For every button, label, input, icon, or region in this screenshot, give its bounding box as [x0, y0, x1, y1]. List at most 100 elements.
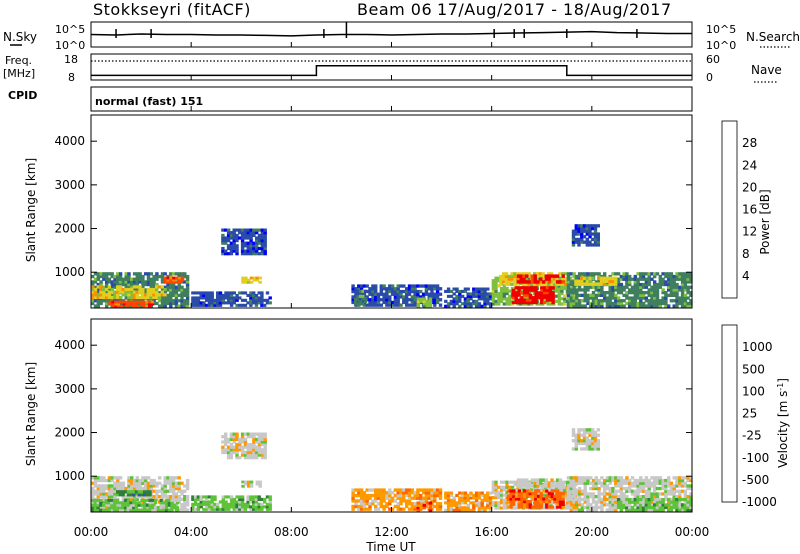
data-cell — [686, 274, 690, 279]
data-cell — [571, 294, 575, 298]
data-cell — [359, 491, 364, 495]
data-cell — [410, 287, 414, 291]
data-cell — [143, 295, 148, 299]
data-cell — [114, 304, 118, 308]
data-cell — [163, 299, 167, 303]
data-cell — [99, 505, 103, 510]
data-cell — [572, 304, 576, 308]
data-cell — [130, 497, 134, 501]
data-cell — [388, 298, 392, 302]
data-cell — [160, 296, 165, 300]
data-cell — [224, 241, 228, 245]
data-cell — [180, 274, 184, 279]
data-cell — [155, 484, 159, 488]
x-tick-label: 20:00 — [575, 525, 610, 539]
data-cell — [494, 281, 498, 285]
data-cell — [585, 229, 589, 233]
data-cell — [175, 501, 180, 505]
data-cell — [650, 304, 654, 308]
data-cell — [553, 497, 557, 501]
data-cell — [619, 481, 624, 485]
data-cell — [572, 495, 576, 499]
data-cell — [486, 501, 490, 505]
data-cell — [221, 502, 225, 506]
data-cell — [249, 293, 253, 297]
data-cell — [246, 233, 250, 237]
data-cell — [504, 274, 509, 278]
data-cell — [603, 486, 607, 491]
data-cell — [586, 497, 590, 501]
data-cell — [556, 500, 560, 504]
data-cell — [466, 508, 470, 512]
data-cell — [137, 493, 141, 497]
data-cell — [399, 284, 403, 288]
data-cell — [405, 493, 409, 498]
data-cell — [191, 502, 195, 506]
data-cell — [599, 276, 604, 281]
data-cell — [591, 497, 596, 501]
data-cell — [628, 299, 632, 303]
data-cell — [563, 297, 567, 301]
data-cell — [625, 301, 629, 306]
data-cell — [653, 503, 657, 507]
data-cell — [175, 508, 180, 512]
data-cell — [574, 447, 578, 451]
data-cell — [497, 490, 501, 495]
data-cell — [630, 492, 635, 496]
data-cell — [118, 508, 123, 512]
data-cell — [185, 484, 190, 488]
data-cell — [207, 291, 212, 295]
data-cell — [616, 500, 621, 504]
data-cell — [93, 498, 97, 502]
data-cell — [249, 303, 253, 307]
data-cell — [636, 500, 640, 504]
data-cell — [382, 499, 386, 503]
data-cell — [444, 491, 448, 495]
data-cell — [675, 505, 679, 510]
data-cell — [575, 288, 579, 292]
data-cell — [509, 494, 513, 498]
data-cell — [486, 294, 490, 298]
data-cell — [565, 501, 570, 505]
data-cell — [148, 498, 152, 502]
data-cell — [686, 478, 690, 483]
data-cell — [169, 272, 173, 276]
data-cell — [249, 239, 253, 243]
data-cell — [534, 288, 538, 292]
data-cell — [630, 299, 635, 303]
data-cell — [497, 279, 501, 283]
nave-tick-bottom: 0 — [706, 71, 713, 84]
data-cell — [138, 280, 142, 284]
data-cell — [591, 500, 596, 504]
velocity-data — [91, 428, 693, 512]
data-cell — [655, 285, 660, 289]
data-cell — [433, 287, 437, 291]
data-cell — [466, 302, 470, 306]
data-cell — [577, 304, 582, 308]
data-cell — [141, 505, 145, 510]
data-cell — [402, 289, 406, 294]
data-cell — [235, 435, 239, 439]
data-cell — [140, 503, 144, 507]
data-cell — [224, 252, 228, 256]
data-cell — [577, 481, 582, 485]
data-cell — [469, 491, 473, 495]
data-cell — [438, 488, 443, 492]
data-cell — [199, 301, 203, 305]
data-cell — [140, 493, 144, 497]
data-cell — [229, 246, 234, 251]
data-cell — [252, 231, 256, 235]
data-cell — [583, 489, 587, 493]
data-cell — [577, 243, 581, 247]
data-cell — [486, 496, 490, 500]
data-cell — [509, 497, 513, 501]
data-cell — [180, 291, 184, 295]
data-cell — [619, 495, 624, 499]
data-cell — [126, 508, 130, 512]
data-cell — [619, 288, 624, 292]
data-cell — [135, 272, 139, 276]
data-cell — [525, 505, 530, 509]
data-cell — [405, 298, 409, 302]
data-cell — [407, 499, 412, 503]
